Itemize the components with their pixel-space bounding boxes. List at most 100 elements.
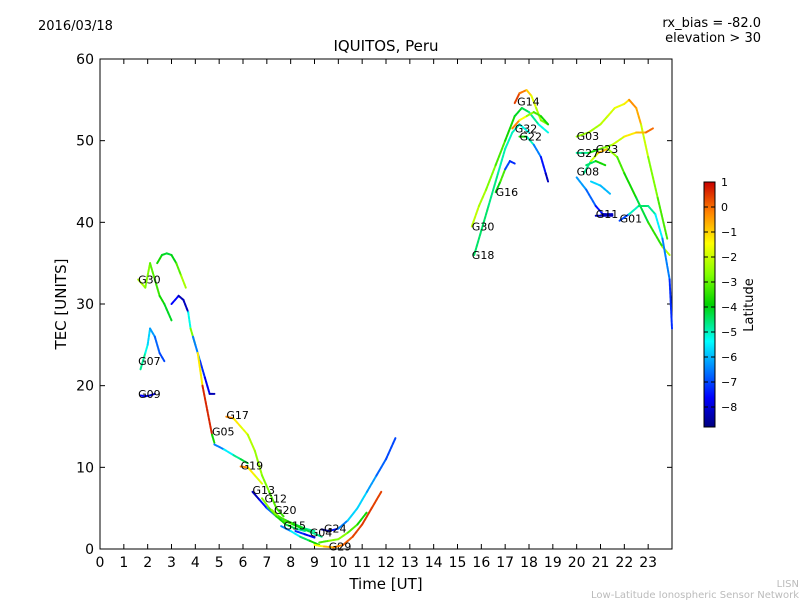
trace-segment	[346, 523, 359, 534]
trace-segment	[270, 508, 280, 518]
trace-segment	[246, 466, 256, 477]
trace-g01	[618, 205, 673, 330]
trace-g30b	[156, 252, 187, 289]
trace-g03	[575, 98, 669, 240]
trace-segment	[280, 525, 292, 533]
trace-g08	[575, 176, 614, 216]
trace-segment	[661, 237, 671, 281]
trace-segment	[232, 454, 242, 461]
x-tick-label: 0	[96, 555, 105, 571]
trace-segment	[222, 448, 235, 457]
trace-segment	[213, 443, 225, 451]
trace-segment	[589, 151, 600, 163]
trace-segment	[597, 147, 609, 154]
trace-segment	[170, 294, 180, 305]
trace-segment	[292, 523, 304, 530]
trace-segment	[153, 335, 161, 354]
colorbar	[703, 181, 716, 428]
trace-segment	[170, 254, 178, 265]
trace-g04	[294, 530, 316, 539]
trace-g08b	[589, 180, 612, 195]
trace-segment	[587, 147, 602, 154]
trace-segment	[606, 147, 619, 158]
colorbar-tick-label: −1	[721, 226, 737, 239]
trace-segment	[313, 543, 326, 548]
trace-g19	[239, 465, 264, 485]
y-axis-label: TEC [UNITS]	[52, 259, 70, 351]
trace-segment	[253, 474, 264, 485]
trace-segment	[647, 156, 659, 199]
x-tick-label: 10	[329, 555, 347, 571]
trace-segment	[327, 527, 340, 533]
data-traces	[137, 89, 673, 549]
trace-segment	[668, 278, 673, 330]
trace-segment	[477, 188, 488, 207]
trace-segment	[356, 490, 368, 510]
trace-g05c	[213, 443, 249, 465]
trace-segment	[525, 89, 533, 97]
sat-label-g14: G14	[517, 95, 540, 108]
sat-label-g22: G22	[519, 131, 542, 144]
trace-g18	[473, 123, 530, 256]
trace-segment	[146, 327, 152, 346]
trace-segment	[585, 160, 597, 167]
sat-label-g24: G24	[324, 523, 347, 536]
trace-g16	[494, 160, 516, 194]
trace-segment	[587, 123, 602, 134]
x-tick-label: 13	[401, 555, 419, 571]
trace-g01b	[585, 160, 607, 167]
trace-segment	[275, 515, 287, 526]
trace-g30_16	[470, 107, 550, 228]
sat-label-g19: G19	[241, 460, 264, 473]
trace-segment	[239, 465, 249, 469]
trace-segment	[201, 384, 209, 412]
sat-label-g15: G15	[284, 519, 307, 532]
x-tick-label: 2	[143, 555, 152, 571]
trace-segment	[525, 135, 535, 146]
sat-label-g32: G32	[515, 122, 538, 135]
y-tick-label: 10	[76, 460, 94, 476]
y-tick-label: 30	[76, 297, 94, 313]
trace-segment	[470, 205, 480, 228]
trace-segment	[606, 107, 616, 118]
trace-segment	[585, 188, 597, 207]
sat-label-g07: G07	[138, 355, 161, 368]
trace-segment	[494, 180, 502, 194]
trace-segment	[320, 528, 330, 533]
trace-segment	[337, 519, 349, 530]
trace-segment	[504, 160, 511, 171]
sat-label-g17: G17	[226, 409, 249, 422]
x-tick-label: 21	[592, 555, 610, 571]
trace-segment	[246, 433, 256, 452]
trace-segment	[647, 205, 657, 216]
chart-title: IQUITOS, Peru	[333, 37, 438, 55]
trace-segment	[499, 168, 507, 183]
trace-segment	[616, 156, 626, 175]
colorbar-ticks: 1 0 −1 −2 −3 −4 −5 −6 −7 −8	[704, 176, 737, 414]
trace-segment	[203, 376, 211, 395]
trace-segment	[318, 539, 330, 544]
x-tick-label: 11	[353, 555, 371, 571]
trace-segment	[175, 262, 183, 277]
trace-segment	[623, 131, 638, 138]
trace-segment	[361, 507, 373, 526]
trace-g09b	[170, 294, 197, 346]
rx-bias-label: rx_bias = -82.0	[662, 16, 761, 31]
trace-segment	[196, 352, 204, 387]
trace-segment	[504, 131, 514, 150]
colorbar-tick-label: −7	[721, 376, 737, 389]
sat-label-g27: G27	[577, 147, 600, 160]
colorbar-label: Latitude	[742, 278, 757, 332]
trace-segment	[575, 176, 588, 191]
trace-segment	[473, 229, 483, 256]
y-tick-label: 0	[85, 542, 94, 558]
trace-segment	[144, 343, 149, 354]
trace-segment	[225, 415, 235, 420]
trace-g17	[225, 415, 285, 518]
trace-segment	[599, 143, 614, 150]
trace-g23	[582, 147, 671, 256]
sat-label-g08: G08	[577, 166, 600, 179]
trace-segment	[187, 311, 192, 330]
trace-segment	[351, 523, 364, 538]
